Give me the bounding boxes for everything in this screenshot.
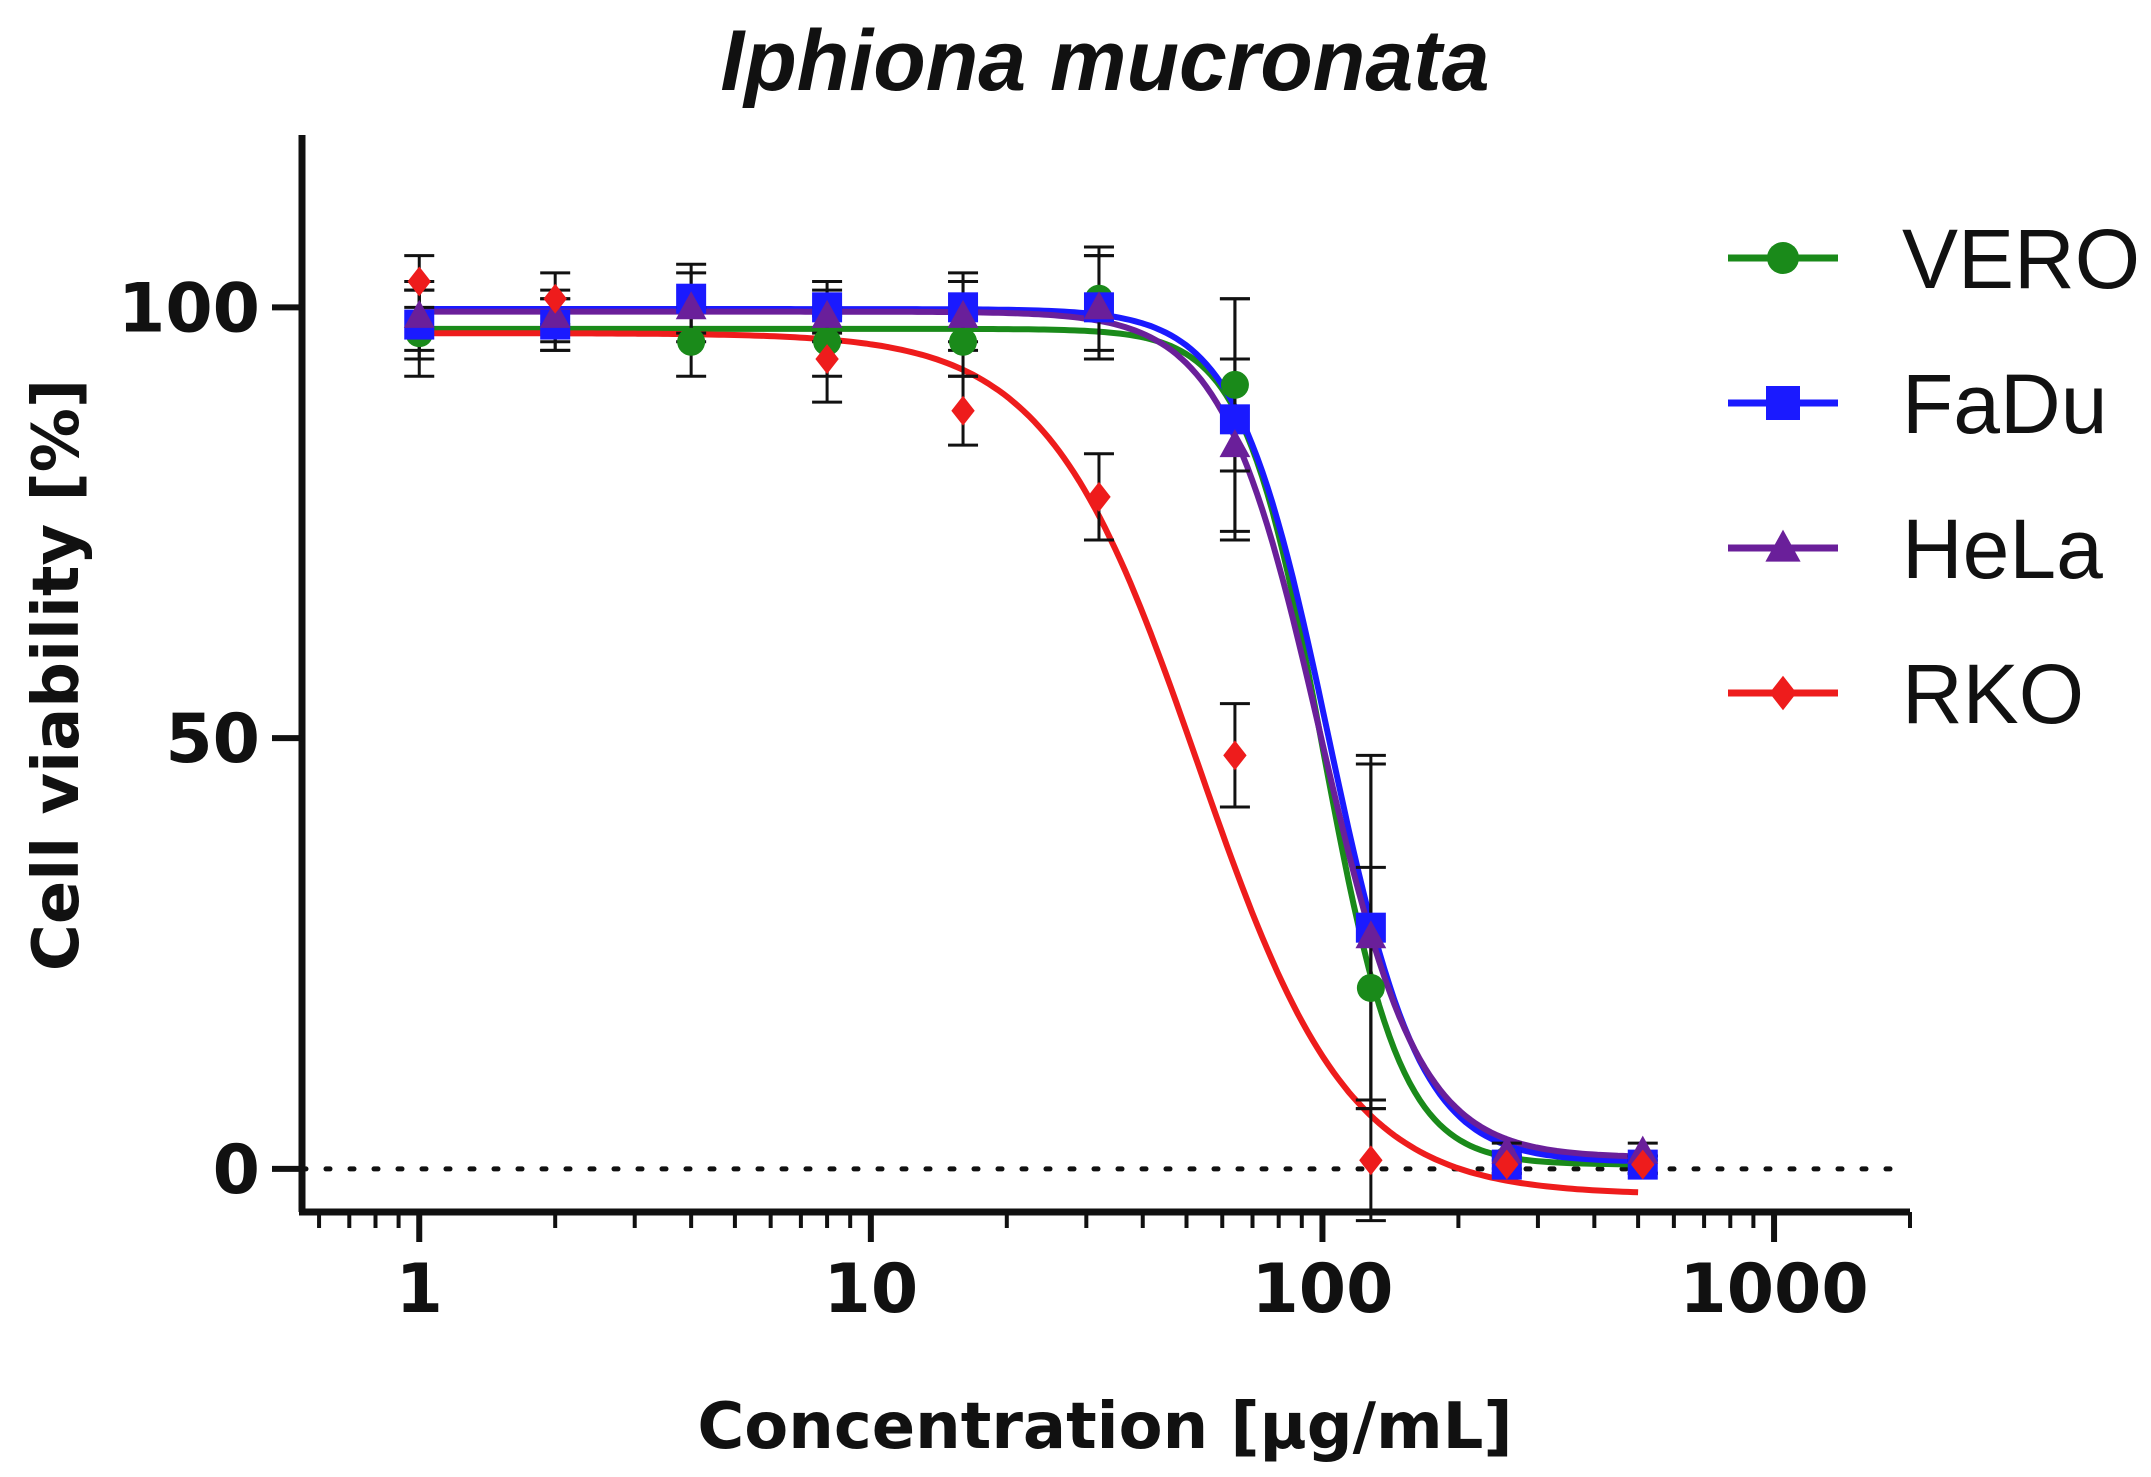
legend-marker xyxy=(1769,675,1797,711)
y-tick-label: 50 xyxy=(165,700,260,779)
x-tick-label: 100 xyxy=(1251,1250,1393,1329)
data-point-rko xyxy=(1087,481,1111,512)
x-tick-label: 1000 xyxy=(1679,1250,1868,1329)
legend-label: HeLa xyxy=(1902,502,2103,596)
data-point-rko xyxy=(951,395,975,426)
data-point-hela xyxy=(1491,1135,1523,1164)
x-tick-label: 1 xyxy=(396,1250,443,1329)
legend: VERO FaDu HeLa RKO xyxy=(1728,212,2140,741)
data-point-rko xyxy=(1631,1149,1655,1180)
legend-label: RKO xyxy=(1902,647,2084,741)
data-point-hela xyxy=(1219,429,1251,458)
data-point-hela xyxy=(1355,920,1387,949)
data-point-vero xyxy=(1356,973,1385,1002)
axes-layer: 1 10 100 1000 0 50 100 xyxy=(118,135,1912,1329)
error-bars-layer xyxy=(404,245,1658,1223)
data-point-hela xyxy=(539,299,571,328)
legend-label: VERO xyxy=(1902,212,2140,306)
data-point-rko xyxy=(1359,1145,1383,1176)
fit-curve-fadu xyxy=(419,306,1639,1165)
data-point-hela xyxy=(1083,291,1115,320)
data-point-rko xyxy=(1223,740,1247,771)
legend-marker xyxy=(1766,386,1800,420)
data-points-layer xyxy=(403,266,1659,1180)
legend-marker xyxy=(1767,242,1799,274)
legend-item-vero: VERO xyxy=(1728,212,2140,306)
data-point-hela xyxy=(947,299,979,328)
x-axis-label: Concentration [µg/mL] xyxy=(697,1390,1512,1464)
y-tick-label: 100 xyxy=(118,269,260,348)
y-axis-label: Cell viability [%] xyxy=(20,379,94,971)
data-point-rko xyxy=(543,283,567,314)
data-point-rko xyxy=(407,266,431,297)
fit-curve-rko xyxy=(419,330,1639,1196)
fit-curve-hela xyxy=(419,308,1639,1160)
data-point-vero xyxy=(1220,370,1249,399)
fit-curve-vero xyxy=(419,325,1639,1168)
data-point-hela xyxy=(1627,1135,1659,1164)
legend-marker xyxy=(1765,529,1801,562)
chart-title: Iphiona mucronata xyxy=(720,13,1489,109)
legend-item-fadu: FaDu xyxy=(1728,357,2107,451)
data-point-vero xyxy=(677,327,706,356)
y-tick-label: 0 xyxy=(213,1131,260,1210)
data-point-rko xyxy=(815,344,839,374)
fit-curves-layer xyxy=(419,306,1639,1196)
x-tick-label: 10 xyxy=(824,1250,919,1329)
legend-item-rko: RKO xyxy=(1728,647,2084,741)
data-point-hela xyxy=(675,291,707,320)
data-point-vero xyxy=(949,327,978,356)
legend-item-hela: HeLa xyxy=(1728,502,2103,596)
legend-label: FaDu xyxy=(1902,357,2107,451)
data-point-hela xyxy=(403,299,435,328)
data-point-vero xyxy=(813,327,842,356)
data-point-hela xyxy=(811,299,843,328)
data-point-rko xyxy=(1495,1149,1519,1180)
